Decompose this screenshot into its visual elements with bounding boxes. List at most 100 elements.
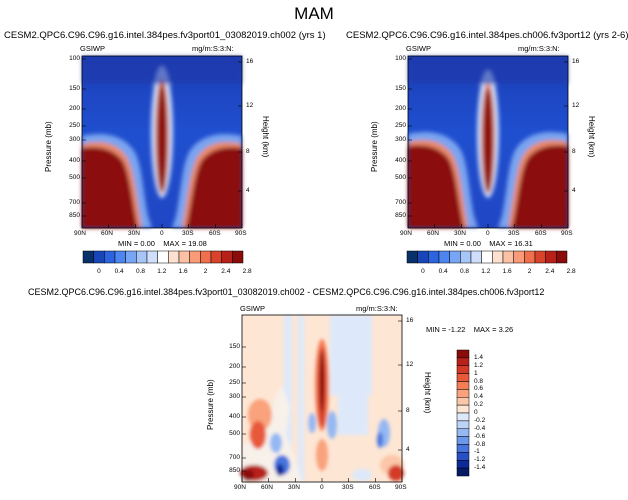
y-tick: 500 (395, 174, 406, 181)
colorbar-box (456, 397, 470, 406)
panel-1-units: mg/m:S:3:N: (192, 44, 234, 53)
panel-3-variable: GSIWP (240, 304, 266, 313)
panel-2-y2label: Height (km) (587, 116, 596, 158)
colorbar-label: 1.2 (474, 361, 484, 369)
colorbar-box (556, 250, 568, 264)
y-tick: 200 (395, 105, 406, 112)
colorbar-label: -0.4 (474, 424, 486, 432)
colorbar-box (460, 250, 472, 264)
x-tick: 30N (128, 230, 140, 237)
y2-tick: 12 (406, 361, 414, 368)
panel-2-y-ticks: 100 150 200 250 300 400 500 700 850 (382, 55, 406, 228)
min-label: MIN = (426, 325, 447, 334)
colorbar-label: 0.4 (114, 268, 124, 275)
colorbar-label: 0 (97, 268, 101, 275)
colorbar-label: 1.4 (474, 353, 484, 361)
panel-3-y-ticks: 150 200 250 300 400 500 700 850 (216, 315, 240, 482)
panel-1-variable: GSIWP (80, 44, 106, 53)
panel-2-field (408, 56, 568, 228)
colorbar-1-labels: 0 0.4 0.8 1.2 1.6 2 2.4 2.8 (82, 268, 252, 278)
colorbar-box (178, 250, 190, 264)
y-tick: 200 (69, 105, 80, 112)
min-value: 0.00 (140, 239, 155, 248)
panel-2-stats: MIN = 0.00 MAX = 16.31 (444, 239, 533, 248)
x-tick: 30N (454, 230, 466, 237)
colorbar-label: 0.8 (474, 377, 484, 385)
min-label: MIN = (118, 239, 139, 248)
panel-1-stats: MIN = 0.00 MAX = 19.08 (118, 239, 207, 248)
y-tick: 100 (69, 55, 80, 62)
colorbar-label: -1 (474, 448, 480, 456)
x-tick: 0 (486, 230, 490, 237)
colorbar-box (417, 250, 429, 264)
panel-2-plot (407, 55, 569, 229)
colorbar-box (82, 250, 94, 264)
x-tick: 30N (288, 484, 300, 491)
colorbar-label: 0.8 (135, 268, 145, 275)
x-tick: 90S (235, 230, 247, 237)
colorbar-box (146, 250, 158, 264)
panel-1-y2-ticks: 16 12 8 4 (246, 56, 266, 228)
colorbar-box (232, 250, 244, 264)
colorbar-box (168, 250, 180, 264)
colorbar-box (456, 444, 470, 453)
y-tick: 850 (229, 467, 240, 474)
y2-tick: 8 (246, 148, 250, 155)
colorbar-label: 1.6 (178, 268, 188, 275)
colorbar-box (456, 467, 470, 477)
colorbar-box (456, 436, 470, 445)
x-tick: 90N (74, 230, 86, 237)
panel-1-title: CESM2.QPC6.C96.C96.g16.intel.384pes.fv3p… (4, 30, 326, 41)
y-tick: 850 (69, 212, 80, 219)
min-value: 0.00 (466, 239, 481, 248)
colorbar-box (456, 365, 470, 374)
colorbar-box (104, 250, 116, 264)
colorbar-label: 2.8 (566, 268, 576, 275)
colorbar-box (221, 250, 233, 264)
panel-2-x-ticks: 90N 60N 30N 0 30S 60S 90S (400, 230, 573, 240)
panel-1-x-ticks: 90N 60N 30N 0 30S 60S 90S (74, 230, 247, 240)
panel-3-field (240, 315, 404, 482)
colorbar-label: 0 (421, 268, 425, 275)
y-tick: 850 (395, 212, 406, 219)
colorbar-label: -0.8 (474, 440, 486, 448)
x-tick: 60N (101, 230, 113, 237)
colorbar-box (157, 250, 169, 264)
panel-1-y2label: Height (km) (261, 116, 270, 158)
colorbar-box (449, 250, 461, 264)
x-tick: 90S (395, 484, 407, 491)
panel-3-stats: MIN = -1.22 MAX = 3.26 (426, 325, 513, 334)
panel-3-y2-ticks: 16 12 8 4 (406, 315, 426, 482)
panel-3-x-tick-marks (241, 478, 403, 482)
min-value: -1.22 (448, 325, 466, 334)
y-tick: 400 (229, 413, 240, 420)
x-tick: 60S (369, 484, 381, 491)
panel-1-ylabel: Pressure (mb) (44, 121, 53, 172)
colorbar-box (125, 250, 137, 264)
panel-3-units: mg/m:S:3:N: (356, 304, 398, 313)
colorbar-label: -1.2 (474, 456, 486, 464)
x-tick: 30S (182, 230, 194, 237)
x-tick: 90N (234, 484, 246, 491)
colorbar-box (534, 250, 546, 264)
y-tick: 150 (229, 343, 240, 350)
colorbar-label: 2.4 (221, 268, 231, 275)
colorbar-box (502, 250, 514, 264)
panel-1-x-tick-marks (81, 224, 243, 228)
panel-2-title: CESM2.QPC6.C96.C96.g16.intel.384pes.ch00… (346, 30, 628, 41)
y-tick: 250 (229, 379, 240, 386)
y2-tick: 4 (406, 446, 410, 453)
colorbar-label: 0.8 (459, 268, 469, 275)
max-value: 16.31 (514, 239, 533, 248)
panel-3-title: CESM2.QPC6.C96.C96.g16.intel.384pes.fv3p… (28, 287, 545, 297)
colorbar-box (428, 250, 440, 264)
colorbar-box (210, 250, 222, 264)
y2-tick: 4 (572, 187, 576, 194)
panel-2-variable: GSIWP (406, 44, 432, 53)
colorbar-label: 2 (527, 268, 532, 275)
colorbar-box (456, 349, 470, 359)
colorbar-label: 2.8 (242, 268, 252, 275)
colorbar-box (456, 420, 470, 430)
colorbar-1-boxes (82, 250, 244, 264)
colorbar-label: 1 (474, 369, 478, 377)
